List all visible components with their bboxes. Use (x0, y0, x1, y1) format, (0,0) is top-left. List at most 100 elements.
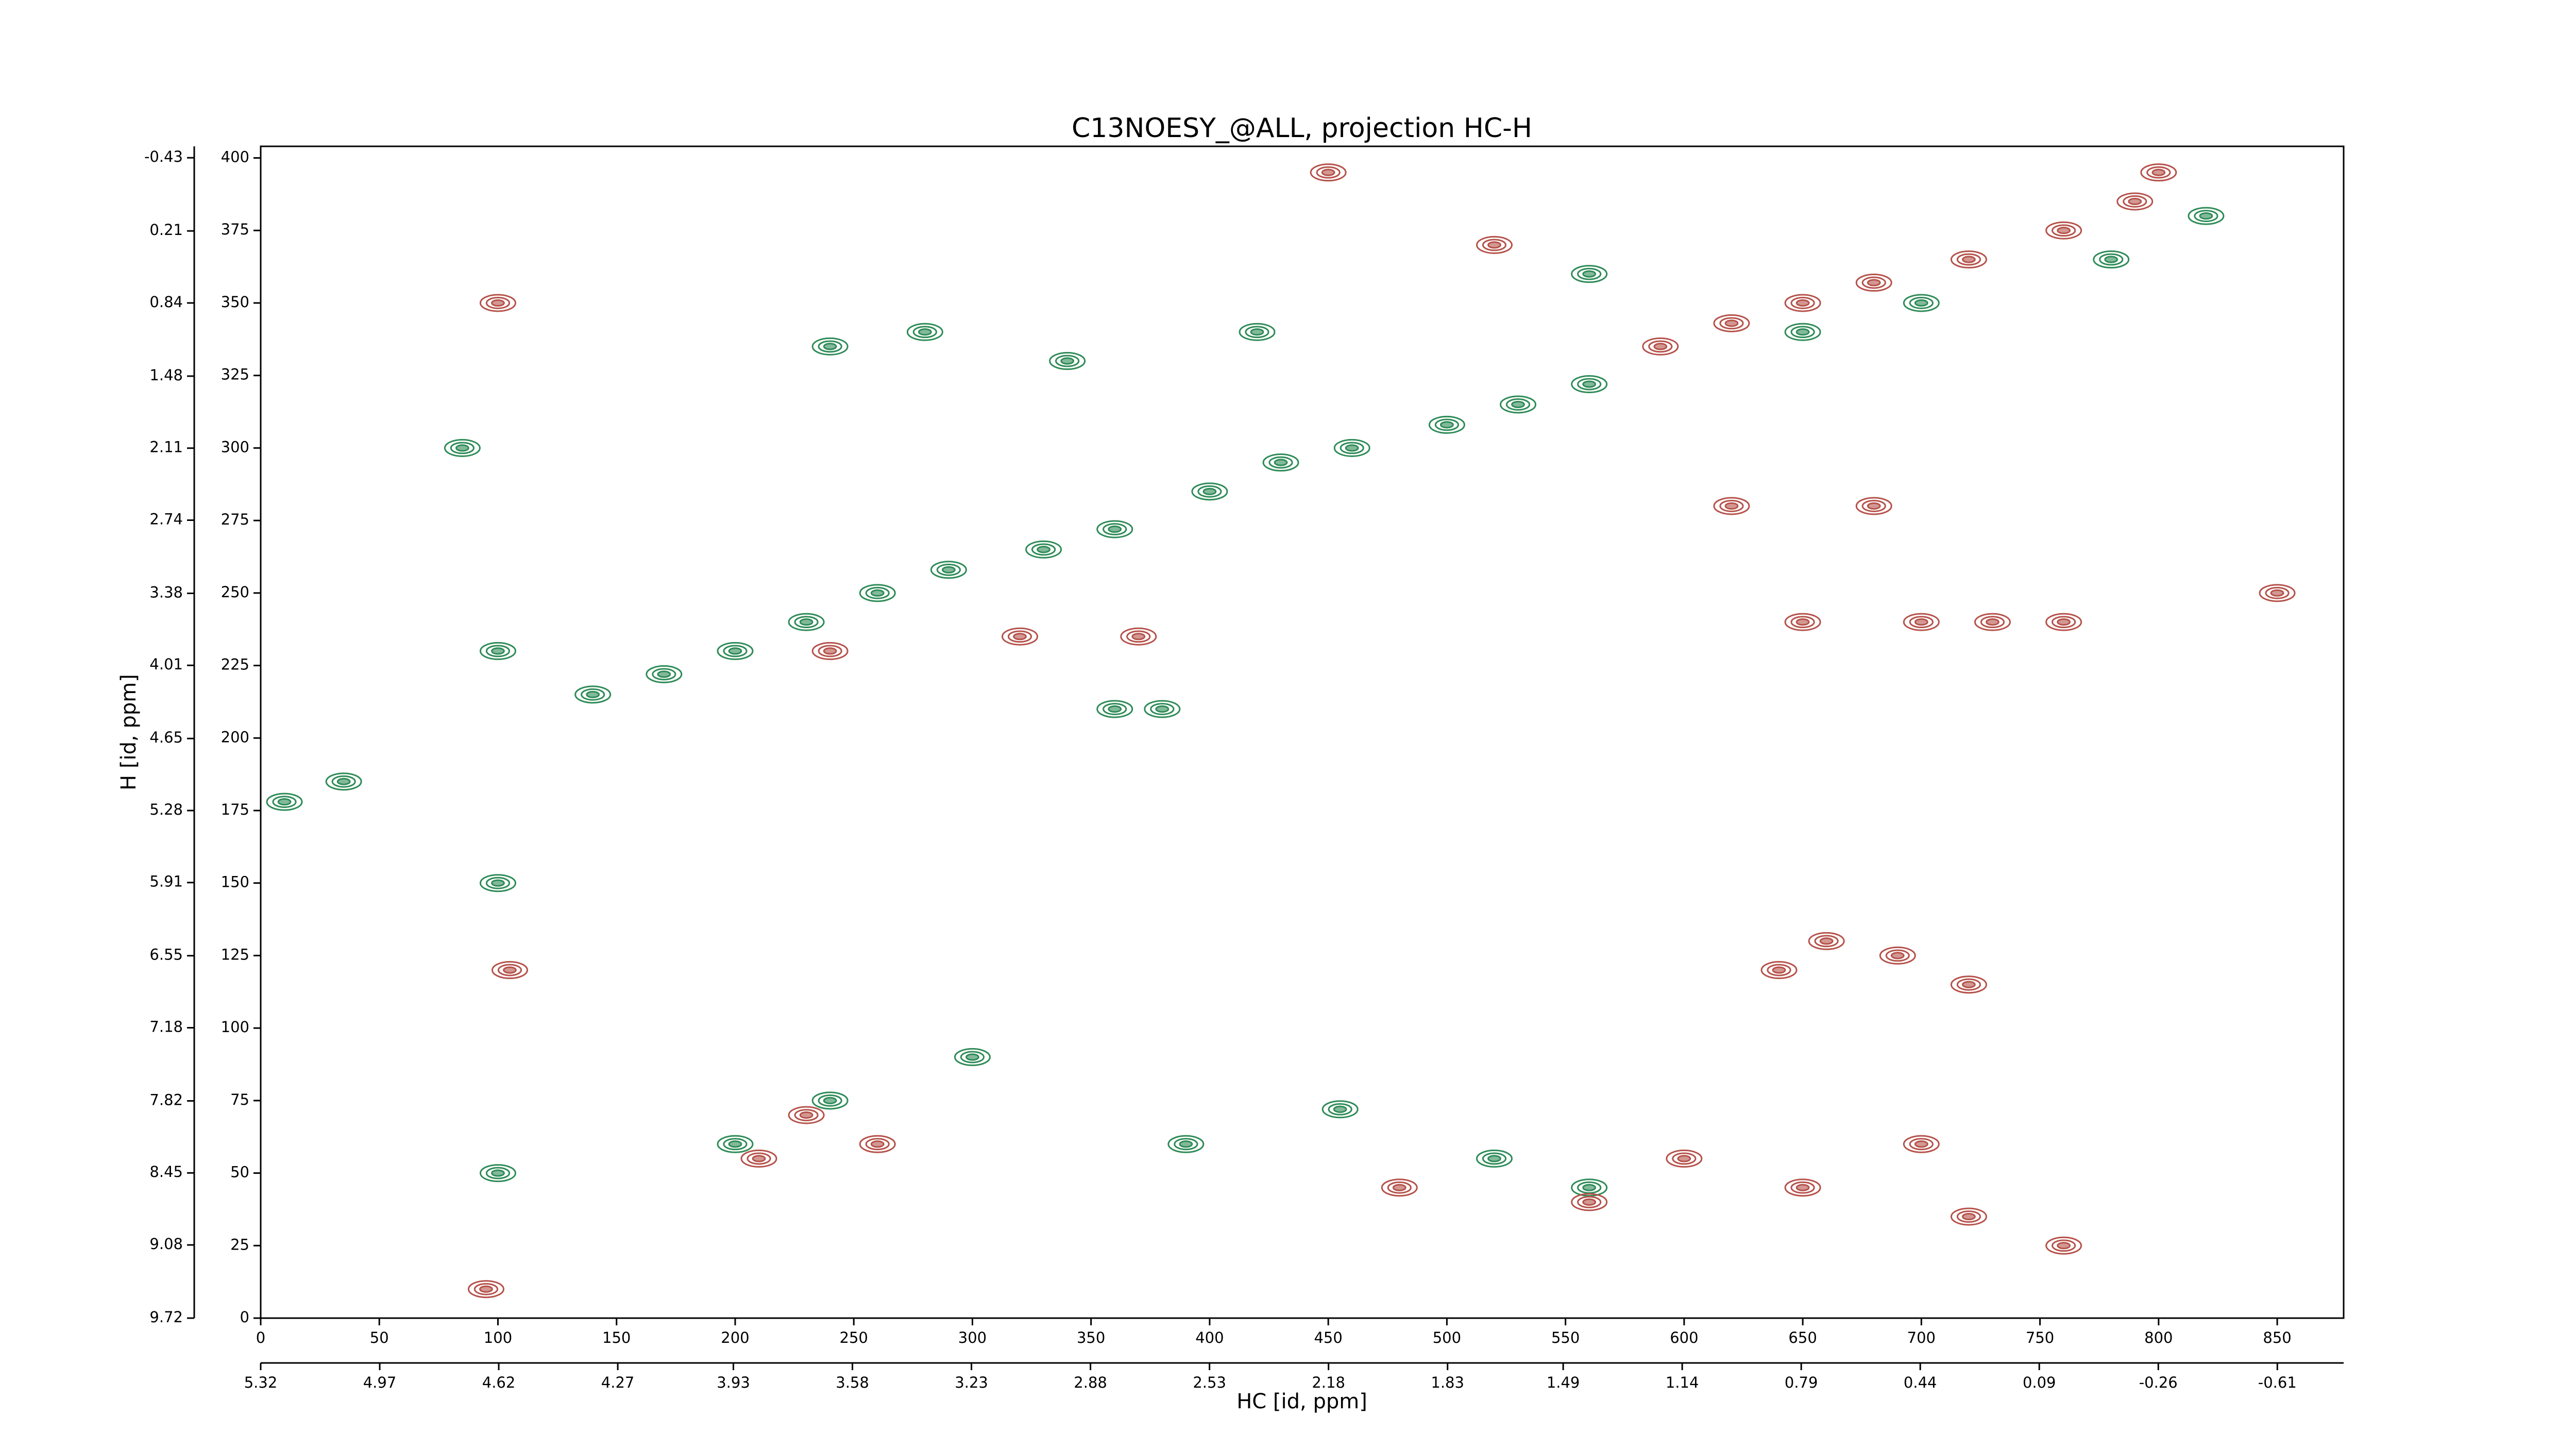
peak-contour (1950, 975, 1987, 994)
peak-contour (723, 645, 748, 658)
peak-contour (1582, 380, 1597, 388)
peak-contour (1719, 317, 1744, 330)
peak-contour (1577, 1195, 1602, 1208)
peak-contour (870, 1140, 885, 1148)
peak-contour (1914, 1140, 1928, 1148)
x2-tick-label: 0.79 (1785, 1374, 1818, 1391)
peak-contour (1120, 627, 1157, 646)
y2-tick-label: 0.84 (149, 293, 183, 311)
peak-contour (1202, 487, 1217, 495)
peak-contour (2104, 256, 2119, 263)
peak-contour (1321, 1100, 1359, 1119)
peak-contour (1819, 937, 1834, 945)
x2-tick-label: 2.88 (1074, 1374, 1107, 1391)
peak-contour (811, 337, 849, 356)
peak-contour (728, 647, 742, 655)
peak-contour (479, 1164, 516, 1183)
peak-contour (1333, 439, 1370, 457)
peak-contour (1784, 613, 1821, 631)
peak-contour (497, 964, 522, 976)
peak-contour (1672, 1152, 1697, 1165)
peak-contour (1677, 1155, 1691, 1162)
plot-frame (260, 145, 2345, 1319)
peak-contour (1986, 618, 1999, 626)
x-tick-label: 400 (1195, 1329, 1224, 1346)
peak-contour (1950, 250, 1987, 269)
x2-tick-label: 4.62 (482, 1374, 516, 1391)
peak-contour (1108, 525, 1122, 533)
peak-contour (1903, 1135, 1940, 1153)
x2-tick-label: 3.93 (717, 1374, 750, 1391)
peak-contour (936, 563, 961, 576)
peak-contour (823, 343, 837, 350)
peak-contour (1262, 453, 1299, 472)
x2-tick-label: -0.61 (2258, 1374, 2297, 1391)
peak-contour (794, 616, 819, 629)
peak-contour (799, 1111, 814, 1119)
peak-contour (941, 566, 956, 574)
y2-tick-label: 9.72 (149, 1308, 183, 1326)
y-tick-label: 100 (221, 1018, 249, 1036)
x-tick-label: 150 (602, 1329, 631, 1346)
peak-contour (444, 439, 481, 457)
x2-tick-label: 5.32 (244, 1374, 278, 1391)
x-tick-label: 700 (1907, 1329, 1936, 1346)
peak-contour (865, 586, 890, 599)
peak-contour (2093, 250, 2130, 269)
x-axis-label: HC [id, ppm] (1236, 1390, 1367, 1413)
peak-contour (485, 297, 511, 309)
x-tick-label: 200 (721, 1329, 749, 1346)
peak-contour (1482, 1152, 1507, 1165)
peak-contour (1428, 415, 1465, 434)
peak-contour (2045, 1236, 2082, 1255)
peak-contour (2099, 253, 2124, 266)
peak-contour (1790, 1181, 1815, 1194)
x2-tick-label: 4.97 (363, 1374, 397, 1391)
x2-tick-label: 1.49 (1547, 1374, 1580, 1391)
x-tick-label: 600 (1670, 1329, 1698, 1346)
x2-tick-label: 1.14 (1666, 1374, 1699, 1391)
y2-tick-label: 0.21 (149, 221, 183, 239)
peak-contour (1582, 270, 1597, 278)
peak-contour (1174, 1138, 1198, 1151)
y2-tick-label: 7.18 (149, 1018, 183, 1035)
x-tick-label: 450 (1314, 1329, 1342, 1346)
peak-contour (1903, 294, 1940, 312)
peak-contour (1191, 482, 1228, 501)
peak-contour (930, 561, 967, 579)
y2-tick-label: 3.38 (149, 583, 183, 601)
peak-contour (1500, 395, 1537, 414)
x2-tick-label: 4.27 (601, 1374, 635, 1391)
peak-contour (581, 688, 605, 701)
peak-contour (1197, 485, 1222, 498)
peak-contour (455, 444, 469, 452)
peak-contour (2123, 195, 2147, 208)
y2-tick-label: 5.91 (149, 873, 183, 890)
peak-contour (1144, 700, 1181, 718)
peak-contour (657, 670, 671, 678)
y2-tick-label: 6.55 (149, 946, 183, 964)
peak-contour (1007, 630, 1032, 643)
peak-contour (1049, 352, 1086, 370)
peak-contour (1795, 1184, 1810, 1191)
peak-contour (266, 793, 303, 811)
peak-contour (1855, 274, 1892, 292)
peak-contour (2128, 197, 2142, 206)
peak-contour (1155, 705, 1170, 713)
peak-contour (2116, 192, 2154, 211)
x2-tick-label: 0.44 (1904, 1374, 1937, 1391)
peak-contour (485, 645, 511, 658)
peak-contour (1653, 343, 1668, 350)
peak-contour (1239, 323, 1276, 341)
peak-contour (491, 1169, 505, 1177)
peak-contour (1642, 337, 1679, 356)
peak-contour (652, 668, 676, 681)
y-tick-label: 375 (221, 221, 249, 238)
y-tick-label: 175 (221, 801, 249, 818)
peak-contour (799, 618, 814, 626)
peak-contour (1784, 294, 1821, 312)
peak-contour (1795, 618, 1810, 626)
peak-contour (1724, 319, 1739, 327)
peak-contour (1505, 398, 1531, 411)
